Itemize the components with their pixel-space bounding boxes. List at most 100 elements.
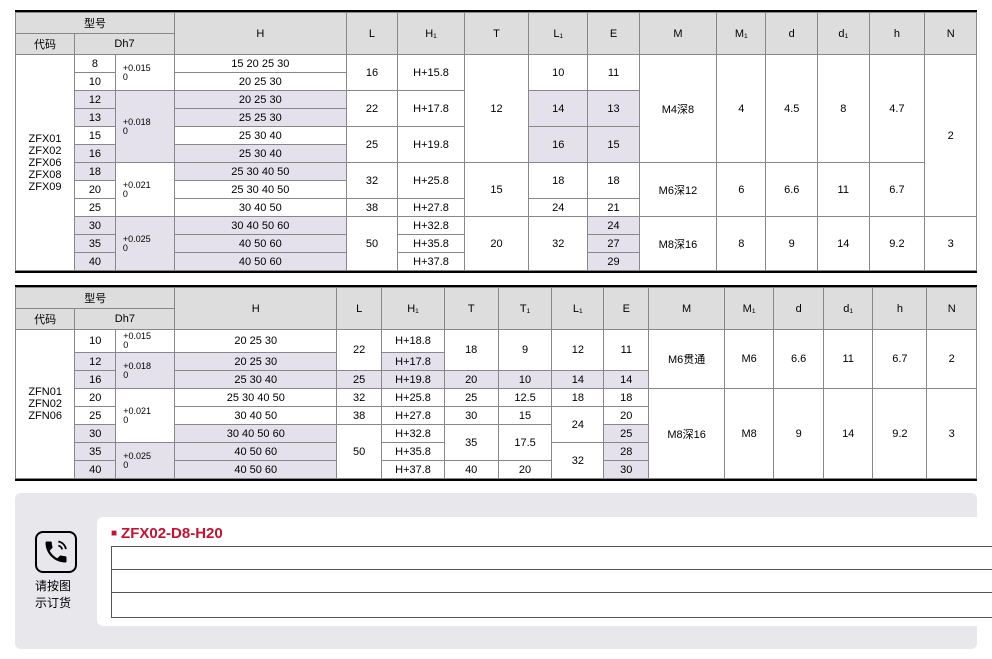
col-d: d bbox=[766, 13, 818, 55]
cell: 10 bbox=[529, 55, 588, 91]
cell: 35 bbox=[444, 425, 498, 461]
col-t: T bbox=[464, 13, 528, 55]
col-l1: L₁ bbox=[552, 288, 604, 330]
cell: 14 bbox=[552, 371, 604, 389]
cell: H+17.8 bbox=[398, 91, 465, 127]
col-l1: L₁ bbox=[529, 13, 588, 55]
order-box: ZFX02-D8-H20 型号 H 代码 Dh7 ZFX02 8 +0.0150… bbox=[97, 517, 992, 626]
cell: 4.5 bbox=[766, 55, 818, 163]
order-code: ZFX02 bbox=[112, 592, 992, 617]
cell: 10 bbox=[75, 73, 116, 91]
cell: M4深8 bbox=[639, 55, 716, 163]
cell: 20 25 30 bbox=[175, 330, 337, 353]
cell: 35 bbox=[75, 235, 116, 253]
cell: 8 bbox=[717, 217, 766, 271]
col-t: T bbox=[444, 288, 498, 330]
cell: M6深12 bbox=[639, 163, 716, 217]
tol: +0.0250 bbox=[115, 217, 174, 271]
phone-section: 请按图示订货 bbox=[35, 531, 77, 611]
cell: H+32.8 bbox=[382, 425, 444, 443]
cell: 8 bbox=[818, 55, 870, 163]
code-block: ZFX01 ZFX02 ZFX06 ZFX08 ZFX09 bbox=[16, 55, 75, 271]
cell: 15 bbox=[498, 407, 552, 425]
cell: 12 bbox=[464, 55, 528, 163]
cell: M6 bbox=[724, 330, 774, 389]
cell: H+19.8 bbox=[382, 371, 444, 389]
bottom-panel: 请按图示订货 ZFX02-D8-H20 型号 H 代码 Dh7 ZFX02 8 … bbox=[15, 493, 977, 649]
cell: 20 25 30 bbox=[174, 91, 346, 109]
col-m1: M₁ bbox=[717, 13, 766, 55]
cell: 9 bbox=[774, 389, 824, 479]
cell: 40 bbox=[75, 253, 116, 271]
cell: 6.6 bbox=[766, 163, 818, 217]
cell: 11 bbox=[823, 330, 873, 389]
cell: 13 bbox=[75, 109, 116, 127]
cell: 6.7 bbox=[869, 163, 925, 217]
cell: H+25.8 bbox=[382, 389, 444, 407]
cell: 27 bbox=[588, 235, 640, 253]
cell: 24 bbox=[529, 199, 588, 217]
order-title: ZFX02-D8-H20 bbox=[111, 525, 992, 542]
cell: 13 bbox=[588, 91, 640, 127]
cell: 12.5 bbox=[498, 389, 552, 407]
cell: 40 bbox=[444, 461, 498, 479]
col-m: M bbox=[649, 288, 724, 330]
cell: 25 bbox=[75, 407, 116, 425]
cell: 20 bbox=[498, 461, 552, 479]
cell: 25 30 40 bbox=[174, 127, 346, 145]
cell: 12 bbox=[552, 330, 604, 371]
cell: 12 bbox=[75, 353, 116, 371]
col-t1: T₁ bbox=[498, 288, 552, 330]
col-m1: M₁ bbox=[724, 288, 774, 330]
cell: 4.7 bbox=[869, 55, 925, 163]
tol: +0.0180 bbox=[115, 91, 174, 163]
cell: M8 bbox=[724, 389, 774, 479]
col-h: H bbox=[175, 288, 337, 330]
cell: 14 bbox=[818, 217, 870, 271]
cell: 15 bbox=[464, 163, 528, 217]
cell: 14 bbox=[823, 389, 873, 479]
cell: 50 bbox=[337, 425, 382, 479]
col-e: E bbox=[588, 13, 640, 55]
cell: H+32.8 bbox=[398, 217, 465, 235]
cell: H+27.8 bbox=[398, 199, 465, 217]
tol: +0.0210 bbox=[115, 163, 174, 217]
cell: H+27.8 bbox=[382, 407, 444, 425]
cell: H+35.8 bbox=[382, 443, 444, 461]
code-block: ZFN01 ZFN02 ZFN06 bbox=[16, 330, 75, 479]
cell: 11 bbox=[818, 163, 870, 217]
cell: 12 bbox=[75, 91, 116, 109]
cell: H+18.8 bbox=[382, 330, 444, 353]
phone-label: 请按图示订货 bbox=[35, 577, 77, 611]
hdr-dh7: Dh7 bbox=[75, 309, 175, 330]
table-row: 30 +0.0250 30 40 50 60 50 H+32.8 20 32 2… bbox=[16, 217, 977, 235]
tol: +0.0180 bbox=[116, 353, 175, 389]
col-m: M bbox=[639, 13, 716, 55]
cell: 25 bbox=[444, 389, 498, 407]
hdr-dh7: Dh7 bbox=[75, 34, 175, 55]
cell: 30 bbox=[604, 461, 649, 479]
cell: 6.6 bbox=[774, 330, 824, 389]
cell: 4 bbox=[717, 55, 766, 163]
cell: 6 bbox=[717, 163, 766, 217]
col-l: L bbox=[337, 288, 382, 330]
hdr-code: 代码 bbox=[16, 309, 75, 330]
col-h1: H₁ bbox=[382, 288, 444, 330]
cell: 11 bbox=[588, 55, 640, 91]
cell: 20 25 30 bbox=[175, 353, 337, 371]
cell: 20 bbox=[75, 389, 116, 407]
table-row: ZFN01 ZFN02 ZFN06 10 +0.0150 20 25 30 22… bbox=[16, 330, 977, 353]
col-n: N bbox=[925, 13, 977, 55]
cell: 29 bbox=[588, 253, 640, 271]
cell: 25 30 40 50 bbox=[175, 389, 337, 407]
cell: 6.7 bbox=[873, 330, 927, 389]
cell: 16 bbox=[75, 145, 116, 163]
cell: 22 bbox=[337, 330, 382, 371]
cell: 30 bbox=[75, 217, 116, 235]
cell: 16 bbox=[75, 371, 116, 389]
tol: +0.0250 bbox=[116, 443, 175, 479]
cell: H+25.8 bbox=[398, 163, 465, 199]
cell: 25 30 40 bbox=[174, 145, 346, 163]
cell: 40 50 60 bbox=[174, 253, 346, 271]
cell: 3 bbox=[927, 389, 977, 479]
